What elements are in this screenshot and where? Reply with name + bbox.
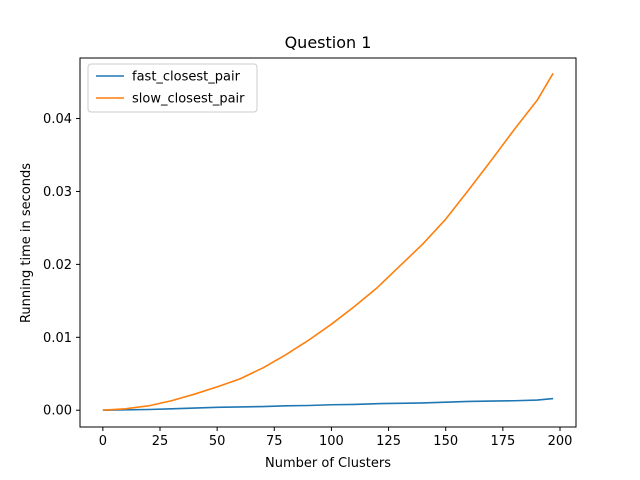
legend-label-0: fast_closest_pair [132,70,241,85]
x-tick-label: 175 [490,434,515,449]
x-tick-label: 75 [266,434,283,449]
y-tick-label: 0.00 [43,404,72,419]
y-axis: 0.00 0.01 0.02 0.03 0.04 [43,112,80,419]
y-tick-label: 0.03 [43,185,72,200]
legend-label-1: slow_closest_pair [132,92,245,107]
x-tick-label: 50 [209,434,226,449]
x-tick-label: 200 [548,434,573,449]
y-axis-label: Running time in seconds [19,163,34,323]
series-layer [102,72,554,412]
series-line-1 [102,72,554,412]
series-line-0 [102,397,554,412]
y-tick-label: 0.02 [43,258,72,273]
x-axis: 0 25 50 75 100 125 150 175 200 [99,427,573,449]
x-axis-label: Number of Clusters [265,456,391,471]
legend: fast_closest_pair slow_closest_pair [87,63,258,113]
x-tick-label: 25 [152,434,169,449]
x-tick-label: 150 [433,434,458,449]
legend-box [87,63,258,113]
chart-title: Question 1 [285,33,372,52]
y-tick-label: 0.01 [43,331,72,346]
x-tick-label: 125 [376,434,401,449]
x-tick-label: 0 [99,434,107,449]
plot-area-frame [79,57,577,428]
y-tick-label: 0.04 [43,112,72,127]
x-tick-label: 100 [319,434,344,449]
